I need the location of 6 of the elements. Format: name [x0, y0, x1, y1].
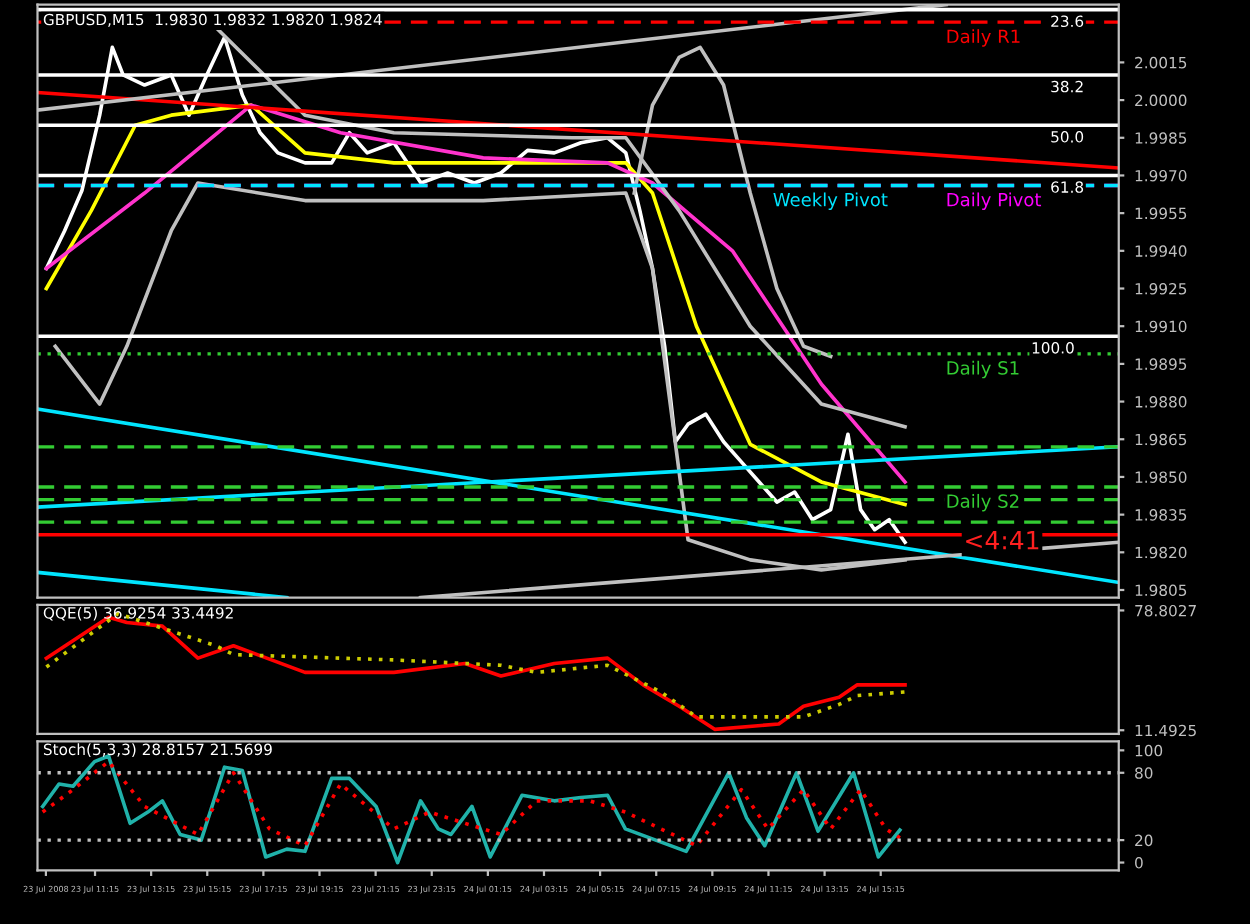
ref-line-label: Daily S2 [947, 493, 1019, 512]
annotation: <4:41 [966, 531, 1039, 550]
ref-line-label: Daily S1 [947, 360, 1019, 379]
ref-line-label: Weekly Pivot [773, 192, 888, 210]
ref-line-label: Daily R1 [947, 29, 1020, 47]
ref-line-label: Daily Pivot [947, 192, 1042, 210]
